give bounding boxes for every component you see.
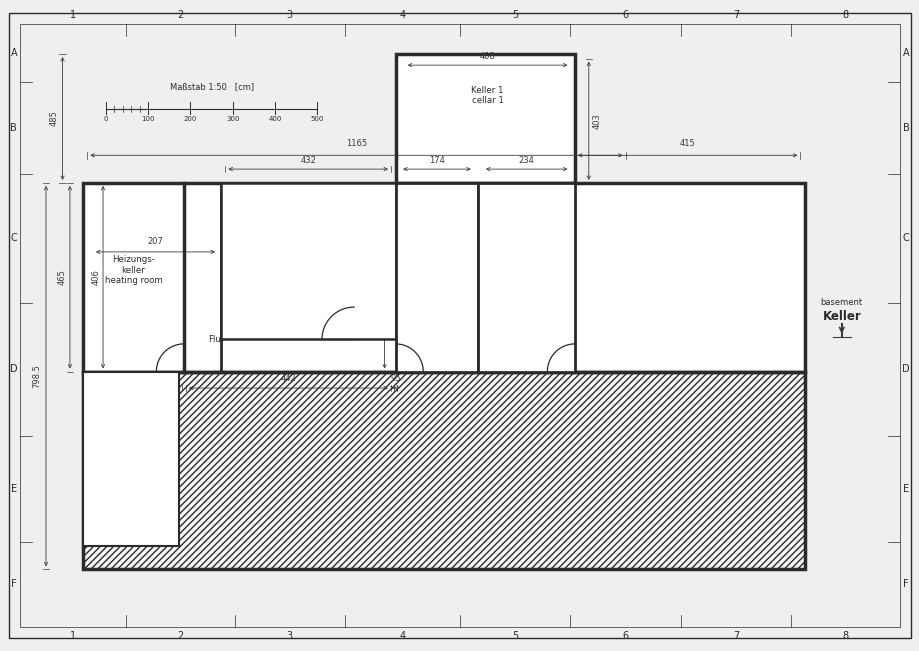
Text: 95: 95 bbox=[390, 374, 401, 383]
Text: D: D bbox=[10, 364, 17, 374]
Text: 3: 3 bbox=[287, 10, 292, 20]
Text: 207: 207 bbox=[147, 238, 164, 246]
Text: E: E bbox=[11, 484, 17, 494]
Polygon shape bbox=[83, 372, 804, 570]
Text: 2: 2 bbox=[177, 631, 183, 641]
Text: 3: 3 bbox=[287, 631, 292, 641]
Text: 485: 485 bbox=[50, 111, 59, 126]
Text: 406: 406 bbox=[91, 270, 100, 285]
Text: 300: 300 bbox=[226, 116, 239, 122]
Bar bbox=[83, 183, 804, 372]
Text: 100: 100 bbox=[142, 116, 154, 122]
Text: 465: 465 bbox=[57, 270, 66, 285]
Text: 1: 1 bbox=[70, 631, 76, 641]
Text: 234: 234 bbox=[518, 156, 534, 165]
Text: 6: 6 bbox=[622, 10, 628, 20]
Text: 798.5: 798.5 bbox=[32, 364, 41, 388]
Text: F: F bbox=[902, 579, 908, 589]
Bar bbox=[478, 183, 574, 372]
Text: B: B bbox=[902, 122, 909, 133]
Text: 500: 500 bbox=[311, 116, 323, 122]
Text: 174: 174 bbox=[428, 156, 445, 165]
Text: 2: 2 bbox=[177, 10, 183, 20]
Bar bbox=[221, 183, 395, 339]
Text: 408: 408 bbox=[479, 51, 495, 61]
Text: 6: 6 bbox=[622, 631, 628, 641]
Text: Keller 3
cellar 3: Keller 3 cellar 3 bbox=[420, 275, 453, 294]
Bar bbox=[395, 183, 478, 372]
Text: C: C bbox=[902, 233, 909, 243]
Text: 7: 7 bbox=[732, 631, 738, 641]
Text: 0: 0 bbox=[104, 116, 108, 122]
Text: 4: 4 bbox=[399, 10, 405, 20]
Text: 1: 1 bbox=[70, 10, 76, 20]
Text: Flur: Flur bbox=[208, 335, 224, 344]
Text: 415: 415 bbox=[679, 139, 695, 148]
Text: Keller 2
cellar 2: Keller 2 cellar 2 bbox=[512, 275, 545, 294]
Text: 7: 7 bbox=[732, 10, 738, 20]
Text: basement: basement bbox=[820, 298, 862, 307]
Bar bbox=[83, 372, 179, 546]
Text: 8: 8 bbox=[842, 10, 847, 20]
Text: Großes Bad
batroom: Großes Bad batroom bbox=[278, 251, 328, 271]
Text: 432: 432 bbox=[300, 156, 316, 165]
Text: 8: 8 bbox=[842, 631, 847, 641]
Text: C: C bbox=[10, 233, 17, 243]
Text: 355: 355 bbox=[459, 270, 468, 285]
Text: Keller: Keller bbox=[822, 310, 860, 323]
Bar bbox=[83, 372, 804, 570]
Text: F: F bbox=[11, 579, 17, 589]
Text: B: B bbox=[10, 122, 17, 133]
Bar bbox=[395, 54, 574, 183]
Text: Maßstab 1:50   [cm]: Maßstab 1:50 [cm] bbox=[169, 82, 254, 91]
Text: 355: 355 bbox=[372, 270, 381, 285]
Text: A: A bbox=[10, 48, 17, 58]
Text: Keller 1
cellar 1: Keller 1 cellar 1 bbox=[471, 86, 504, 105]
Text: 4: 4 bbox=[399, 631, 405, 641]
Text: A: A bbox=[902, 48, 909, 58]
Text: 442: 442 bbox=[280, 374, 296, 383]
Text: 400: 400 bbox=[268, 116, 281, 122]
Text: 403: 403 bbox=[592, 113, 601, 129]
Text: 222: 222 bbox=[127, 374, 142, 383]
Text: 200: 200 bbox=[184, 116, 197, 122]
Text: E: E bbox=[902, 484, 908, 494]
Text: 5: 5 bbox=[512, 10, 517, 20]
Text: Heizungs-
keller
heating room: Heizungs- keller heating room bbox=[105, 255, 162, 285]
Text: 5: 5 bbox=[512, 631, 517, 641]
Text: 90: 90 bbox=[122, 523, 133, 533]
Text: D: D bbox=[902, 364, 909, 374]
Text: 1165: 1165 bbox=[346, 139, 367, 148]
